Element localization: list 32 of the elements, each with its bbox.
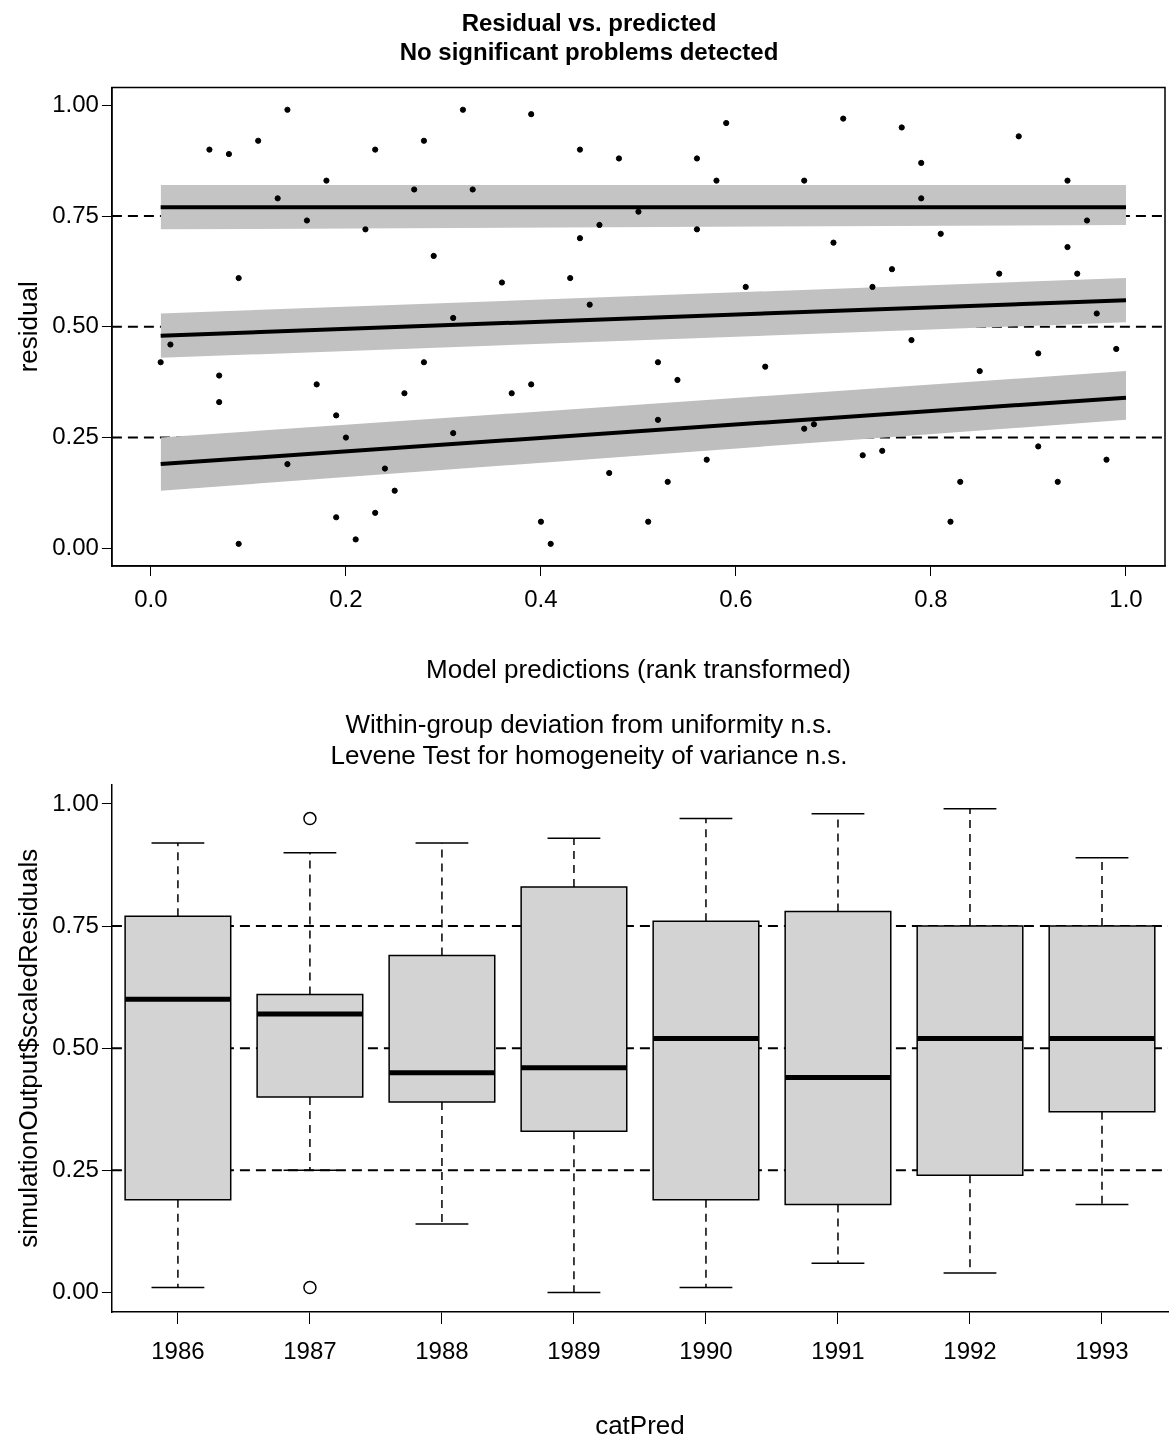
x-tick-label: 1989 <box>547 1337 601 1365</box>
x-tick-label: 1991 <box>811 1337 865 1365</box>
y-axis-title: residual <box>12 281 43 373</box>
x-tick-label: 1990 <box>679 1337 733 1365</box>
chart-subtitle: No significant problems detected <box>399 37 779 65</box>
x-axis-title: Model predictions (rank transformed) <box>426 653 851 684</box>
y-tick-label: 0.00 <box>52 532 99 560</box>
chart-subtitle: Levene Test for homogeneity of variance n.s. <box>330 739 848 770</box>
x-tick-label: 0.6 <box>719 585 753 613</box>
x-tick-label: 1.0 <box>1109 585 1143 613</box>
y-tick-label: 0.25 <box>52 1154 99 1182</box>
x-tick-label: 0.4 <box>524 585 558 613</box>
y-tick-label: 0.75 <box>52 200 99 228</box>
y-tick-label: 0.50 <box>52 1032 99 1060</box>
chart-title: Within-group deviation from uniformity n.s. <box>345 708 833 739</box>
x-tick-label: 0.8 <box>914 585 948 613</box>
x-tick-label: 1988 <box>415 1337 469 1365</box>
x-tick-label: 1993 <box>1075 1337 1129 1365</box>
y-tick-label: 0.25 <box>52 422 99 450</box>
y-tick-label: 0.75 <box>52 910 99 938</box>
x-tick-label: 1992 <box>943 1337 997 1365</box>
x-tick-label: 1986 <box>151 1337 205 1365</box>
x-tick-label: 0.0 <box>134 585 168 613</box>
y-tick-label: 0.00 <box>52 1277 99 1305</box>
y-axis-title: simulationOutput$scaledResiduals <box>12 848 43 1248</box>
x-axis-title: catPred <box>595 1409 685 1440</box>
chart-title: Residual vs. predicted <box>461 9 717 37</box>
x-tick-label: 1987 <box>283 1337 337 1365</box>
y-tick-label: 1.00 <box>52 89 99 117</box>
x-tick-label: 0.2 <box>329 585 363 613</box>
y-tick-label: 0.50 <box>52 311 99 339</box>
y-tick-label: 1.00 <box>52 788 99 816</box>
